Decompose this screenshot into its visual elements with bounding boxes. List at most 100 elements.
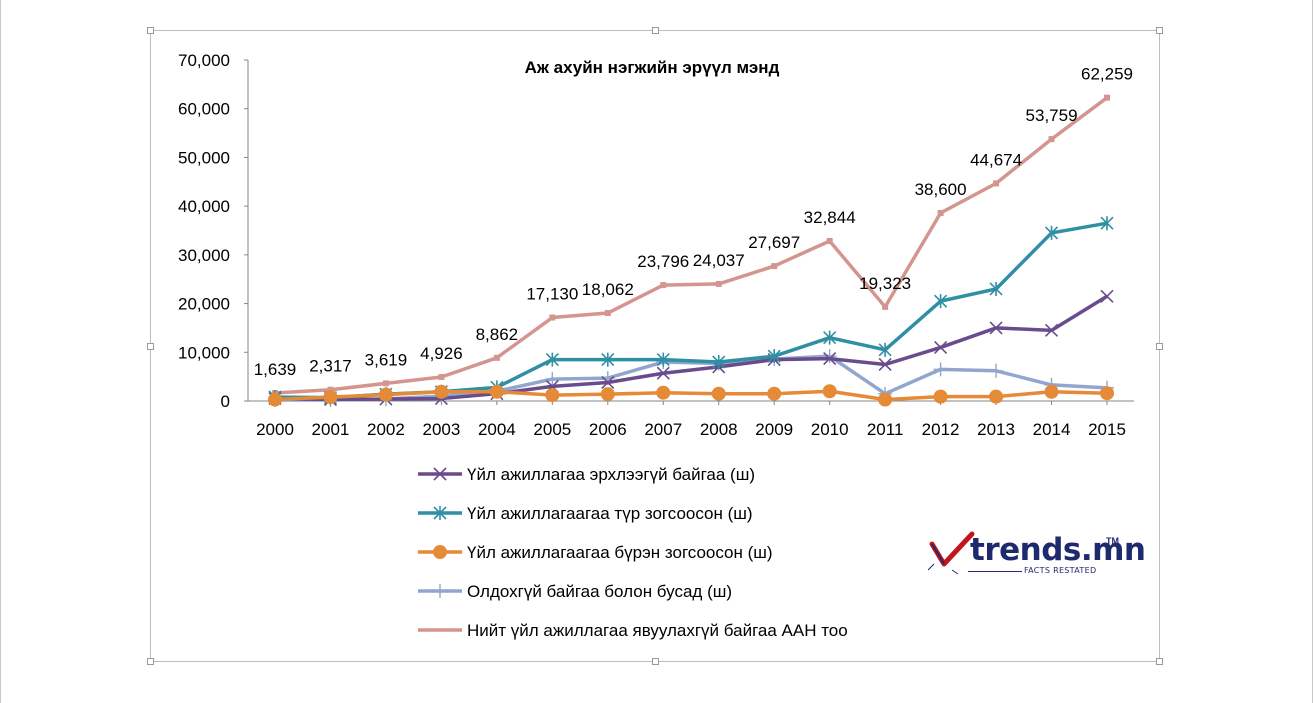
x-tick-label: 2006 [589,420,627,439]
data-label: 2,317 [309,357,352,376]
data-point [433,467,447,481]
data-point [323,390,338,405]
data-point [656,385,671,400]
window-border-left [0,0,1,703]
data-point [712,355,726,370]
x-tick-label: 2013 [977,420,1015,439]
data-point [822,349,837,364]
resize-handle-bottom[interactable] [652,658,659,665]
data-point [600,387,615,402]
series-3 [268,384,1114,407]
legend-item: Үйл ажиллагаагаа бүрэн зогсоосон (ш) [418,543,773,562]
x-tick-label: 2005 [533,420,571,439]
legend-label: Үйл ажиллагаагаа түр зогсоосон (ш) [467,504,753,523]
logo-trademark: TM [1106,536,1119,546]
data-point [767,386,782,401]
series-5 [272,94,1110,397]
data-point [434,384,449,399]
x-tick-label: 2011 [867,420,904,439]
y-tick-label: 0 [221,392,230,411]
data-point [934,340,948,354]
data-point [549,314,556,321]
data-label: 27,697 [748,233,800,252]
legend-item: Олдохгүй байгаа болон бусад (ш) [418,582,732,601]
data-point [1044,384,1059,399]
series-2 [268,216,1114,405]
resize-handle-right[interactable] [1156,343,1163,350]
data-point [1100,289,1114,303]
x-tick-label: 2007 [644,420,682,439]
x-tick-label: 2004 [478,420,516,439]
x-tick-label: 2014 [1033,420,1071,439]
y-axis-ticks: 0 10,000 20,000 30,000 40,000 50,000 60,000 70,… [178,51,248,411]
logo-rule [968,571,1022,572]
x-tick-label: 2015 [1088,420,1126,439]
y-tick-label: 20,000 [178,295,230,314]
data-label: 38,600 [915,180,967,199]
resize-handle-top[interactable] [652,27,659,34]
data-label: 23,796 [637,252,689,271]
trends-mn-logo: trends.mn TM FACTS RESTATED [928,528,1146,578]
data-point [489,384,504,399]
x-tick-label: 2000 [256,420,294,439]
data-point [826,238,833,245]
data-label: 3,619 [365,350,408,369]
data-label: 53,759 [1026,106,1078,125]
data-label: 62,259 [1081,65,1133,84]
data-point [989,389,1004,404]
resize-handle-top-left[interactable] [147,27,154,34]
resize-handle-bottom-right[interactable] [1156,658,1163,665]
resize-handle-bottom-left[interactable] [147,658,154,665]
resize-handle-left[interactable] [147,343,154,350]
data-point [493,354,500,361]
logo-tagline: FACTS RESTATED [1024,566,1097,575]
resize-handle-top-right[interactable] [1156,27,1163,34]
series-group [268,94,1114,408]
legend-label: Нийт үйл ажиллагаа явуулахгүй байгаа ААН… [467,621,848,640]
data-point [715,280,722,287]
data-point [1104,94,1110,101]
data-point [604,310,611,317]
data-point [1044,225,1059,240]
data-point [989,281,1003,296]
x-tick-label: 2001 [312,420,350,439]
data-point [545,352,559,367]
legend-item: Үйл ажиллагаа эрхлээгүй байгаа (ш) [418,465,755,484]
chart-frame[interactable] [147,27,1163,665]
data-point [601,352,615,367]
data-label: 8,862 [476,325,519,344]
data-point [545,388,560,403]
logo-wordmark: trends.mn [970,532,1146,568]
x-tick-label: 2012 [922,420,960,439]
data-point [1100,386,1114,401]
data-label: 18,062 [582,280,634,299]
y-tick-label: 30,000 [178,246,230,265]
legend-label: Олдохгүй байгаа болон бусад (ш) [467,582,732,601]
data-point [823,352,837,366]
legend: Үйл ажиллагаа эрхлээгүй байгаа (ш) Үйл аж… [418,465,848,640]
data-point [878,342,892,357]
data-point [1048,136,1055,143]
data-point [934,294,948,309]
data-point [433,584,447,598]
x-tick-label: 2008 [700,420,738,439]
x-tick-label: 2010 [811,420,849,439]
checkmark-icon [928,531,975,575]
y-tick-label: 70,000 [178,51,230,70]
data-point [660,282,667,289]
legend-item: Нийт үйл ажиллагаа явуулахгүй байгаа ААН… [418,621,848,640]
data-label: 1,639 [254,360,297,379]
data-point [771,263,778,270]
data-point [382,380,389,387]
y-tick-label: 10,000 [178,343,230,362]
x-tick-label: 2002 [367,420,405,439]
x-tick-label: 2003 [422,420,460,439]
data-labels: 1,639 2,317 3,619 4,926 8,862 17,130 18,06223,… [254,65,1133,379]
data-point [545,372,560,387]
data-label: 17,130 [526,285,578,304]
data-label: 32,844 [804,208,856,227]
y-tick-label: 50,000 [178,148,230,167]
data-point [433,506,447,520]
data-label: 24,037 [693,251,745,270]
data-label: 44,674 [970,150,1022,169]
